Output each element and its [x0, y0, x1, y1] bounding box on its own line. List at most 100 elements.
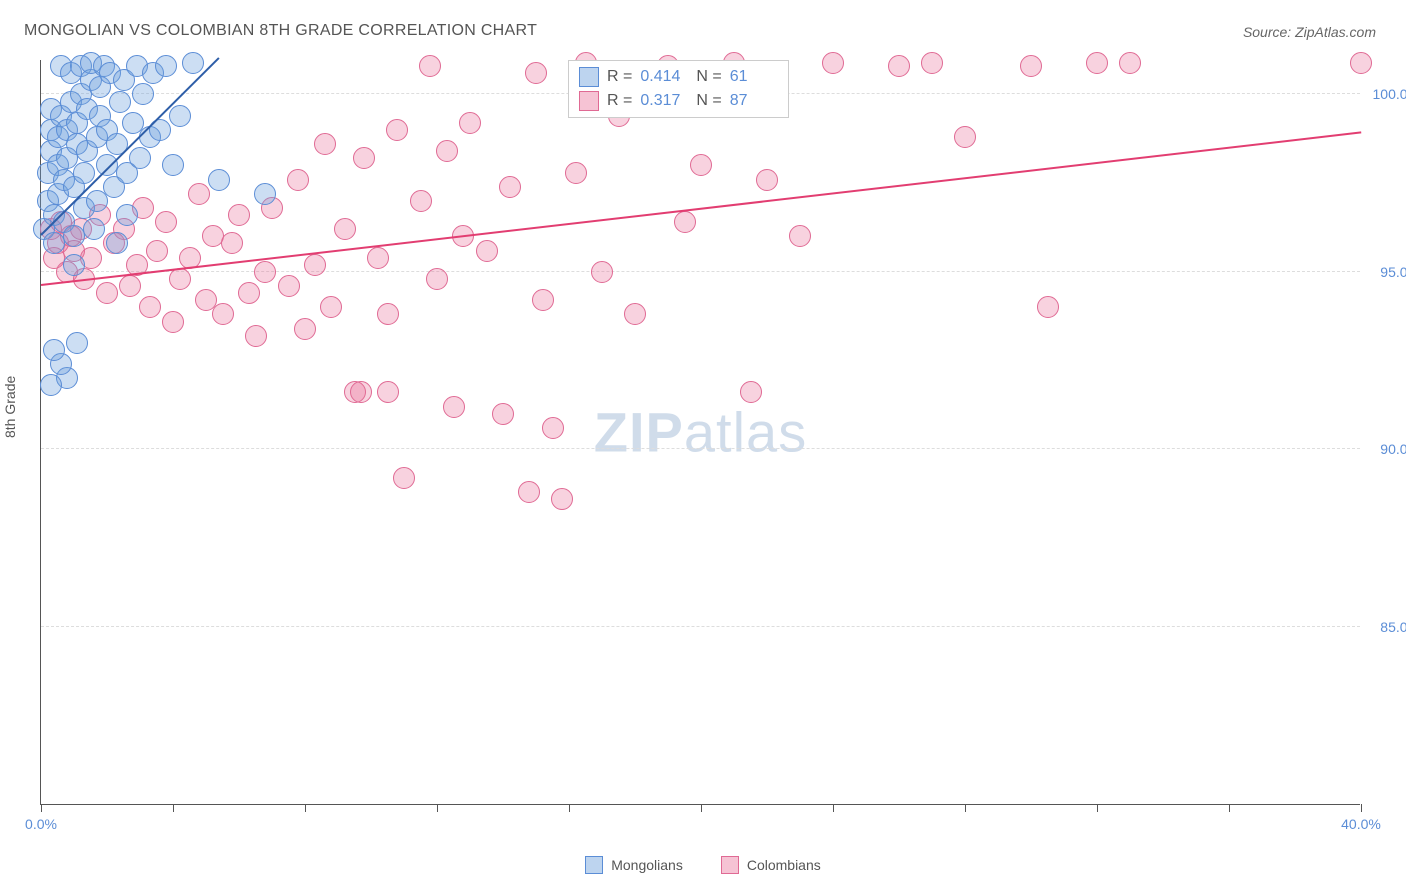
colombians-point [426, 268, 448, 290]
legend-item: Colombians [721, 856, 821, 874]
x-tick-label: 0.0% [25, 816, 57, 832]
watermark: ZIPatlas [594, 400, 807, 465]
mongolians-point [155, 55, 177, 77]
legend-swatch [585, 856, 603, 874]
x-tick [569, 804, 570, 812]
gridline [41, 626, 1360, 627]
colombians-point [202, 225, 224, 247]
colombians-point [139, 296, 161, 318]
colombians-point [367, 247, 389, 269]
x-tick [437, 804, 438, 812]
mongolians-point [132, 83, 154, 105]
colombians-point [542, 417, 564, 439]
colombians-point [228, 204, 250, 226]
colombians-point [690, 154, 712, 176]
colombians-point [393, 467, 415, 489]
correlation-stats-box: R = 0.414 N = 61 R = 0.317 N = 87 [568, 60, 789, 118]
mongolians-point [116, 204, 138, 226]
mongolians-point [83, 218, 105, 240]
colombians-point [350, 381, 372, 403]
colombians-point [119, 275, 141, 297]
mongolians-point [106, 232, 128, 254]
colombians-point [532, 289, 554, 311]
colombians-point [353, 147, 375, 169]
mongolians-point [43, 339, 65, 361]
stat-r-label: R = [607, 92, 632, 110]
colombians-point [492, 403, 514, 425]
chart-title: MONGOLIAN VS COLOMBIAN 8TH GRADE CORRELA… [24, 22, 537, 40]
stat-n-value: 87 [730, 92, 778, 110]
scatter-plot-area: ZIPatlas 85.0%90.0%95.0%100.0%0.0%40.0% [40, 60, 1360, 805]
colombians-point [377, 381, 399, 403]
colombians-point [1119, 52, 1141, 74]
colombians-point [245, 325, 267, 347]
mongolians-point [169, 105, 191, 127]
x-tick [173, 804, 174, 812]
colombians-point [1037, 296, 1059, 318]
series-legend: MongoliansColombians [0, 856, 1406, 874]
colombians-point [334, 218, 356, 240]
colombians-point [756, 169, 778, 191]
colombians-point [314, 133, 336, 155]
mongolians-point [73, 162, 95, 184]
colombians-point [789, 225, 811, 247]
colombians-point [146, 240, 168, 262]
mongolians-point [208, 169, 230, 191]
mongolians-point [63, 225, 85, 247]
legend-swatch [579, 67, 599, 87]
x-tick-label: 40.0% [1341, 816, 1381, 832]
x-tick [41, 804, 42, 812]
legend-swatch [579, 91, 599, 111]
y-tick-label: 100.0% [1365, 86, 1406, 102]
colombians-point [155, 211, 177, 233]
mongolians-point [40, 374, 62, 396]
colombians-point [419, 55, 441, 77]
x-tick [833, 804, 834, 812]
colombians-point [591, 261, 613, 283]
stat-r-label: R = [607, 68, 632, 86]
mongolians-point [43, 232, 65, 254]
colombians-point [740, 381, 762, 403]
x-tick [305, 804, 306, 812]
gridline [41, 271, 1360, 272]
colombians-point [954, 126, 976, 148]
colombians-point [304, 254, 326, 276]
mongolians-point [129, 147, 151, 169]
colombians-point [169, 268, 191, 290]
x-tick [965, 804, 966, 812]
stat-n-value: 61 [730, 68, 778, 86]
x-tick [1361, 804, 1362, 812]
gridline [41, 448, 1360, 449]
colombians-point [624, 303, 646, 325]
y-tick-label: 95.0% [1365, 264, 1406, 280]
colombians-point [1350, 52, 1372, 74]
y-tick-label: 85.0% [1365, 619, 1406, 635]
mongolians-point [254, 183, 276, 205]
mongolians-point [162, 154, 184, 176]
stats-row: R = 0.317 N = 87 [579, 89, 778, 113]
mongolians-point [63, 254, 85, 276]
stat-r-value: 0.414 [640, 68, 688, 86]
stat-n-label: N = [696, 92, 721, 110]
colombians-point [377, 303, 399, 325]
source-attribution: Source: ZipAtlas.com [1243, 24, 1376, 40]
x-tick [1229, 804, 1230, 812]
stat-r-value: 0.317 [640, 92, 688, 110]
colombians-point [476, 240, 498, 262]
colombians-point [162, 311, 184, 333]
y-axis-label: 8th Grade [2, 376, 18, 438]
stat-n-label: N = [696, 68, 721, 86]
colombians-point [551, 488, 573, 510]
mongolians-point [182, 52, 204, 74]
colombians-point [888, 55, 910, 77]
colombians-point [278, 275, 300, 297]
x-tick [1097, 804, 1098, 812]
colombians-point [221, 232, 243, 254]
colombians-point [822, 52, 844, 74]
colombians-point [921, 52, 943, 74]
colombians-point [386, 119, 408, 141]
colombians-point [1020, 55, 1042, 77]
colombians-point [674, 211, 696, 233]
colombians-point [287, 169, 309, 191]
y-tick-label: 90.0% [1365, 441, 1406, 457]
